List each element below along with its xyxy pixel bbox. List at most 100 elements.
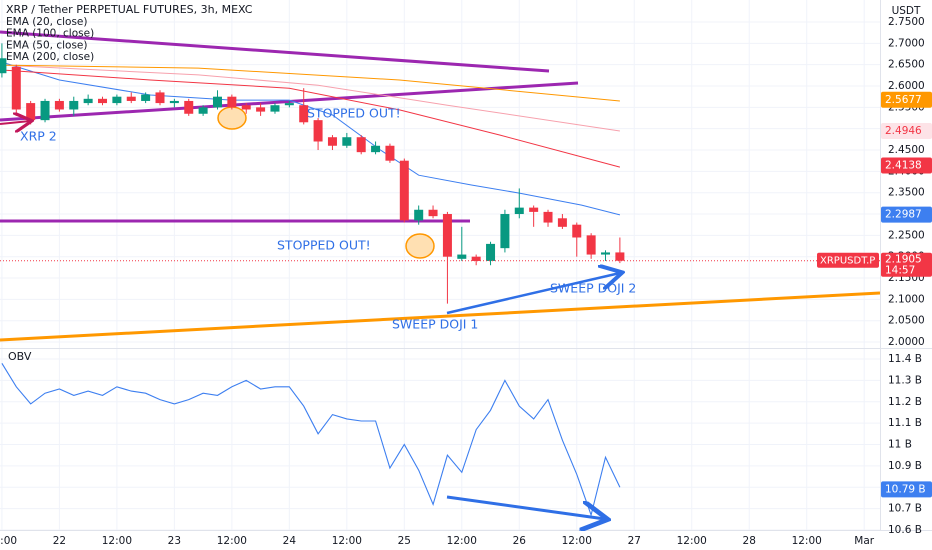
price-badge: 2.1905 bbox=[885, 254, 922, 266]
x-tick-label: 12:00 bbox=[792, 535, 822, 547]
candle-body bbox=[471, 256, 481, 261]
annotation: STOPPED OUT! bbox=[277, 238, 371, 253]
annotation: XRP 2 bbox=[20, 129, 57, 144]
ema-line bbox=[1, 64, 620, 132]
candle-body bbox=[543, 211, 553, 223]
ema-badge-bg bbox=[881, 91, 932, 108]
y-tick-label: 10.9 B bbox=[888, 460, 922, 472]
candle-body bbox=[83, 98, 93, 104]
legend-entry: EMA (200, close) bbox=[6, 51, 94, 63]
x-tick-label: 12:00 bbox=[332, 535, 362, 547]
candle-body bbox=[112, 96, 122, 104]
chart-title: XRP / Tether PERPETUAL FUTURES, 3h, MEXC bbox=[6, 3, 253, 16]
candle-body bbox=[98, 98, 108, 104]
x-tick-label: 12:00 bbox=[102, 535, 132, 547]
x-tick-label: 12:00 bbox=[677, 535, 707, 547]
candle-body bbox=[184, 100, 194, 114]
arrow bbox=[446, 495, 605, 519]
ema-line bbox=[1, 61, 621, 216]
arrow bbox=[0, 121, 30, 124]
legend-entry: EMA (50, close) bbox=[6, 39, 88, 51]
y-tick-label: 2.7500 bbox=[888, 16, 925, 28]
ema-badge-bg bbox=[881, 122, 932, 139]
obv-grid bbox=[0, 349, 880, 531]
x-tick-label: 12:00 bbox=[0, 535, 17, 547]
circle-marker bbox=[217, 106, 247, 130]
candle-body bbox=[40, 100, 50, 121]
pane-title: OBV bbox=[8, 350, 32, 363]
candle-body bbox=[227, 96, 237, 108]
x-tick-label: 12:00 bbox=[447, 535, 477, 547]
y-tick-label: 2.7000 bbox=[888, 37, 925, 49]
arrow bbox=[446, 273, 620, 315]
candle-body bbox=[557, 218, 567, 227]
y-tick-label: 2.6000 bbox=[888, 80, 925, 92]
axis-unit: USDT bbox=[892, 5, 921, 17]
x-tick-label: 28 bbox=[743, 535, 756, 547]
drawings bbox=[0, 121, 620, 519]
y-tick-label: 2.0000 bbox=[888, 336, 925, 348]
x-tick-label: 23 bbox=[168, 535, 181, 547]
legend-entry: EMA (20, close) bbox=[6, 16, 88, 28]
annotation: STOPPED OUT! bbox=[307, 106, 401, 121]
x-tick-label: Mar bbox=[854, 535, 874, 547]
ema-badge: 2.4946 bbox=[885, 125, 922, 137]
candle-body bbox=[601, 252, 611, 255]
obv-badge-bg bbox=[881, 481, 932, 498]
ema-badge: 2.2987 bbox=[885, 209, 922, 221]
symbol-badge-bg bbox=[817, 252, 879, 268]
y-tick-label: 11.1 B bbox=[888, 417, 922, 429]
price-pane bbox=[0, 30, 880, 342]
x-tick-label: 27 bbox=[628, 535, 641, 547]
candle-body bbox=[572, 224, 582, 238]
ema-line bbox=[1, 69, 621, 168]
x-tick-label: 26 bbox=[513, 535, 527, 547]
candle-body bbox=[54, 100, 64, 110]
ema-badge-bg bbox=[881, 206, 932, 223]
y-tick-label: 10.6 B bbox=[888, 524, 922, 536]
candle-body bbox=[327, 137, 337, 146]
candle-body bbox=[371, 145, 381, 153]
trend-line bbox=[0, 291, 880, 342]
candle-body bbox=[442, 214, 452, 257]
ema-badge: 2.4138 bbox=[885, 159, 922, 171]
candle-body bbox=[26, 103, 36, 121]
x-tick-label: 12:00 bbox=[217, 535, 247, 547]
candle-body bbox=[615, 252, 625, 261]
candle-body bbox=[256, 107, 266, 112]
candle-body bbox=[500, 214, 510, 249]
candle-body bbox=[212, 96, 222, 108]
candle-body bbox=[486, 243, 496, 261]
y-tick-label: 2.1000 bbox=[888, 293, 925, 305]
y-tick-label: 2.4500 bbox=[888, 144, 925, 156]
candle-body bbox=[586, 235, 596, 255]
circle-marker bbox=[405, 233, 435, 259]
candle-body bbox=[313, 120, 323, 142]
annotation: SWEEP DOJI 2 bbox=[550, 281, 636, 296]
candle-body bbox=[126, 96, 136, 101]
y-tick-label: 2.0500 bbox=[888, 315, 925, 327]
trend-line bbox=[0, 30, 550, 73]
candle-body bbox=[141, 94, 151, 101]
x-tick-label: 22 bbox=[53, 535, 66, 547]
y-tick-label: 2.3500 bbox=[888, 187, 925, 199]
price-grid bbox=[0, 0, 880, 348]
price-badge-bg bbox=[881, 252, 932, 277]
candle-body bbox=[356, 137, 366, 153]
candle-body bbox=[399, 160, 409, 221]
countdown: 14:57 bbox=[885, 265, 915, 277]
candle-body bbox=[385, 145, 395, 161]
x-tick-label: 12:00 bbox=[562, 535, 592, 547]
y-tick-label: 2.2500 bbox=[888, 229, 925, 241]
y-tick-label: 11 B bbox=[888, 439, 912, 451]
candle-body bbox=[299, 105, 309, 123]
ema-line bbox=[1, 64, 620, 102]
candle-body bbox=[342, 137, 352, 146]
candle-body bbox=[414, 209, 424, 221]
axes: 2.00002.05002.10002.15002.20002.25002.30… bbox=[0, 16, 932, 547]
candle-body bbox=[69, 100, 79, 110]
symbol-badge: XRPUSDT.P bbox=[820, 256, 875, 267]
ema-badge: 2.5677 bbox=[885, 94, 922, 106]
